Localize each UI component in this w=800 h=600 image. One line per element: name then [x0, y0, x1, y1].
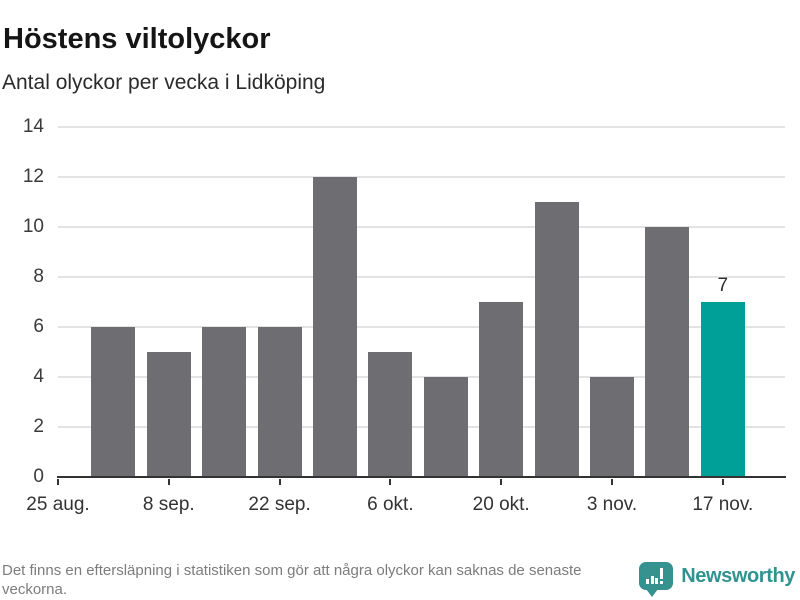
x-tick: [721, 479, 724, 485]
bar: [423, 377, 468, 477]
gridline: [58, 176, 785, 178]
bar: [313, 177, 357, 477]
y-tick-label: 2: [33, 416, 44, 437]
brand-block: Newsworthy: [639, 562, 795, 597]
bar: [146, 352, 191, 477]
bar: [91, 327, 136, 477]
x-tick: [57, 479, 59, 485]
logo-exclamation-dot-icon: [660, 581, 664, 584]
plot-area: 0 2 4 6 8 10 12 14 25 aug. 8 sep. 22 sep. 6 okt. 20 …: [23, 116, 786, 515]
bar: [534, 202, 579, 477]
x-tick-label: 8 sep.: [142, 494, 195, 515]
gridline: [58, 126, 785, 128]
bar: [645, 227, 690, 477]
logo-exclamation-icon: [660, 568, 664, 579]
x-tick: [500, 479, 503, 485]
newsworthy-logo-icon: [639, 562, 674, 597]
bar-value-label: 7: [717, 275, 729, 296]
brand-wordmark: Newsworthy: [681, 565, 795, 587]
chart-title: Höstens viltolyckor: [3, 23, 271, 56]
x-tick: [389, 479, 392, 485]
gridline: [58, 276, 785, 278]
bar: [257, 327, 302, 477]
x-tick-label: 22 sep.: [248, 494, 311, 515]
x-tick-label: 3 nov.: [586, 494, 638, 515]
x-tick-label: 25 aug.: [26, 494, 90, 515]
logo-bar-icon: [650, 576, 654, 584]
bar: [368, 352, 413, 477]
bar: [202, 327, 247, 477]
y-tick-label: 4: [33, 366, 44, 387]
y-tick-label: 6: [33, 316, 44, 337]
x-tick-label: 6 okt.: [367, 494, 414, 515]
x-tick: [611, 479, 613, 485]
gridline: [58, 226, 785, 228]
gridline: [58, 426, 785, 428]
x-tick-label: 20 okt.: [472, 494, 530, 515]
bar: [590, 377, 634, 477]
gridline: [58, 376, 785, 378]
bar: [700, 302, 745, 477]
logo-bar-icon: [655, 578, 659, 584]
bar: [479, 302, 524, 477]
y-tick-label: 0: [33, 466, 44, 487]
x-tick-label: 17 nov.: [692, 494, 754, 515]
x-tick: [278, 479, 281, 485]
y-tick-label: 10: [22, 216, 44, 237]
y-tick-label: 14: [22, 116, 44, 137]
y-tick-label: 8: [33, 266, 44, 287]
footnote: Det finns en eftersläpning i statistiken…: [2, 562, 582, 598]
x-tick: [167, 479, 170, 485]
y-tick-label: 12: [22, 166, 44, 187]
x-axis-line: [57, 476, 786, 478]
gridline: [58, 326, 785, 328]
logo-bar-icon: [646, 579, 650, 584]
chart-subtitle: Antal olyckor per vecka i Lidköping: [2, 71, 326, 94]
